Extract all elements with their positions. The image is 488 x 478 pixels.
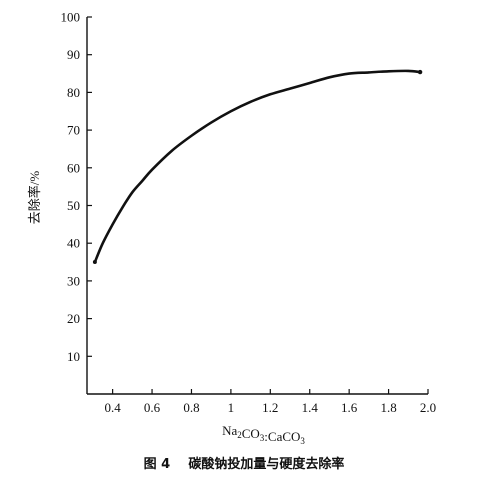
y-tick-label: 40 — [67, 236, 80, 251]
y-ticks: 10 20 30 40 50 60 70 80 90 100 — [61, 10, 92, 364]
y-axis-label: 去除率/% — [27, 171, 42, 225]
y-tick-label: 10 — [67, 349, 80, 364]
y-tick-label: 20 — [67, 311, 80, 326]
x-tick-label: 1.4 — [302, 400, 319, 415]
x-label-part: CO — [242, 426, 260, 441]
x-label-part: :CaCO — [264, 429, 300, 444]
x-label-part: 3 — [300, 436, 305, 446]
y-tick-label: 80 — [67, 85, 80, 100]
x-tick-label: 1 — [228, 400, 235, 415]
x-tick-label: 1.6 — [341, 400, 358, 415]
x-label-part: 3 — [260, 433, 265, 443]
y-tick-label: 90 — [67, 47, 80, 62]
y-tick-label: 60 — [67, 160, 80, 175]
series-group — [92, 69, 423, 265]
x-tick-label: 0.4 — [104, 400, 121, 415]
x-ticks: 0.4 0.6 0.8 1 1.2 1.4 1.6 1.8 2.0 — [104, 389, 436, 415]
x-tick-label: 1.8 — [380, 400, 396, 415]
x-axis-label: Na2CO3:CaCO3 — [222, 423, 305, 446]
figure-caption: 图 4 碳酸钠投加量与硬度去除率 — [144, 456, 345, 472]
series-line — [93, 69, 422, 264]
x-tick-label: 2.0 — [420, 400, 436, 415]
x-tick-label: 0.8 — [183, 400, 199, 415]
axes — [86, 17, 428, 395]
y-tick-label: 70 — [67, 123, 80, 138]
x-label-part: 2 — [237, 430, 242, 440]
y-tick-label: 100 — [61, 10, 81, 25]
y-tick-label: 50 — [67, 198, 80, 213]
y-tick-label: 30 — [67, 273, 80, 288]
x-tick-label: 1.2 — [262, 400, 278, 415]
x-tick-label: 0.6 — [144, 400, 161, 415]
series-start-point — [92, 260, 97, 265]
series-end-point — [417, 69, 423, 75]
x-label-part: Na — [222, 423, 237, 438]
